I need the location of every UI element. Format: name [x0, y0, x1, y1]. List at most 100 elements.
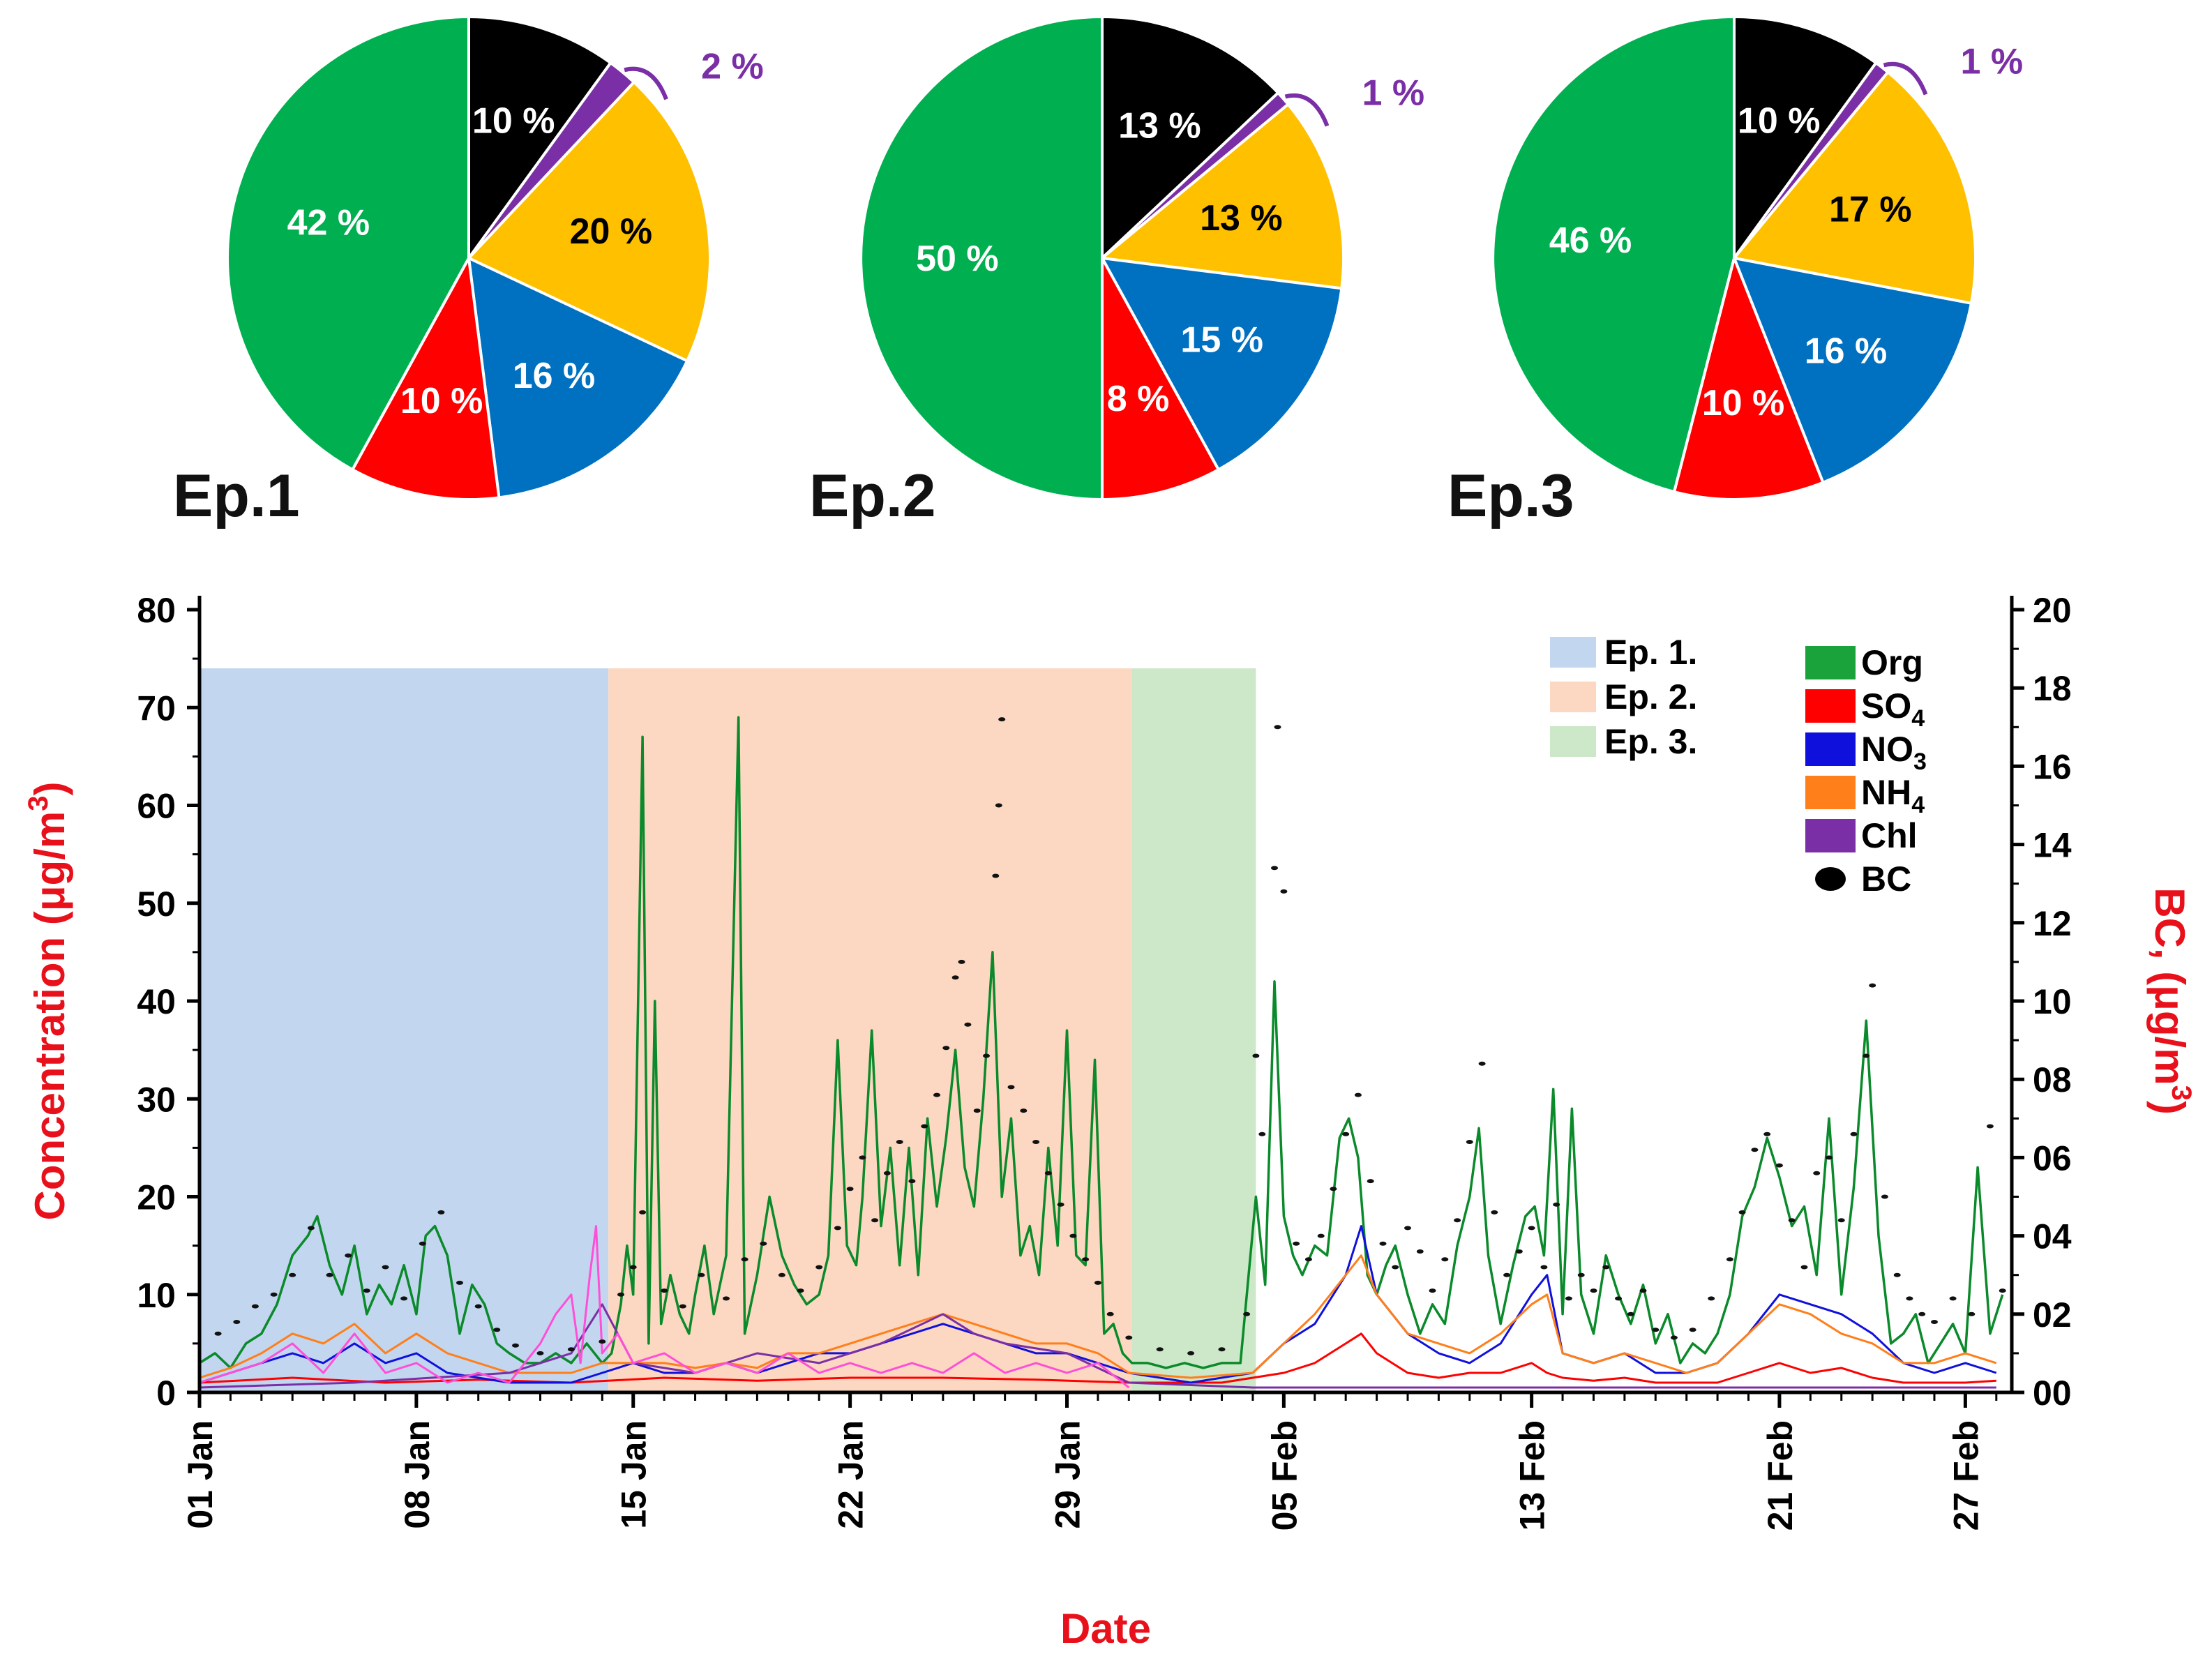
bc-point	[1540, 1265, 1548, 1270]
bc-point	[1032, 1140, 1040, 1144]
bc-point	[1454, 1218, 1461, 1223]
legend-label-org: Org	[1861, 643, 1923, 682]
legend-swatch-ep-1	[1550, 637, 1596, 668]
legend-label-chl: Chl	[1861, 816, 1918, 855]
pie-slice-no3	[467, 255, 689, 499]
x-tick-label: 27 Feb	[1946, 1420, 1985, 1531]
series-line-pink	[199, 1225, 1130, 1389]
bc-point	[1258, 1132, 1266, 1136]
legend-marker-bc	[1815, 867, 1846, 891]
legend-label-ep-3: Ep. 3.	[1604, 722, 1697, 761]
y2-tick-label: 18	[2033, 669, 2072, 708]
y-tick-label: 60	[137, 787, 176, 826]
bc-point	[251, 1304, 259, 1309]
legend-label-text: NO	[1861, 730, 1913, 769]
bc-point	[1689, 1328, 1696, 1332]
bc-point	[1869, 983, 1876, 988]
bc-point	[859, 1155, 866, 1160]
legend-label-sub: 4	[1911, 792, 1925, 818]
legend-label-sub: 3	[1913, 749, 1927, 775]
pie-ep-1: 10 % 2 % 20 % 16 % 10 % 42 % Ep.1	[173, 15, 764, 529]
legend-label-text: Chl	[1861, 816, 1918, 855]
pie-label-so4: 10 %	[400, 381, 483, 421]
legend-swatch-no3	[1805, 732, 1856, 766]
pie-label-so4: 10 %	[1702, 383, 1785, 423]
bc-point	[233, 1320, 241, 1324]
bc-point	[1813, 1171, 1821, 1175]
legend-label-bc: BC	[1861, 859, 1911, 899]
pie-slice-org	[1491, 15, 1736, 494]
bc-point	[1893, 1272, 1901, 1277]
pie-ep-2: 13 % 1 % 13 % 15 %8 % 50 % Ep.2	[809, 15, 1424, 529]
bc-point	[1788, 1218, 1796, 1223]
bc-point	[1330, 1187, 1337, 1191]
bc-point	[1304, 1257, 1312, 1262]
x-tick-label: 21 Feb	[1761, 1420, 1800, 1531]
bc-point	[958, 959, 965, 964]
series-line-nh4	[199, 1254, 1997, 1379]
x-tick-label: 01 Jan	[181, 1420, 220, 1529]
bc-point	[1252, 1053, 1260, 1058]
bc-point	[307, 1226, 315, 1231]
pie-label-nh4: 17 %	[1829, 190, 1912, 230]
bc-point	[1553, 1202, 1560, 1207]
legend-swatch-ep-3	[1550, 726, 1596, 757]
bc-point	[883, 1171, 891, 1175]
bc-point	[1726, 1257, 1733, 1262]
bc-point	[1243, 1311, 1251, 1316]
bc-point	[1125, 1335, 1133, 1340]
pie-label-nh4: 13 %	[1200, 198, 1283, 239]
bc-point	[1491, 1210, 1498, 1215]
bc-point	[1670, 1335, 1678, 1340]
bc-point	[921, 1124, 928, 1129]
pie-leader-line	[1284, 93, 1330, 127]
bc-point	[400, 1296, 408, 1301]
y-tick-label: 40	[137, 982, 176, 1021]
bc-point	[456, 1280, 463, 1285]
y2-tick-label: 06	[2033, 1138, 2072, 1178]
pie-slice-so4	[1101, 257, 1221, 502]
y2-tick-label: 00	[2033, 1374, 2072, 1413]
bc-point	[599, 1339, 606, 1344]
legend-swatch-so4	[1805, 689, 1856, 723]
x-tick-label: 08 Jan	[398, 1420, 437, 1529]
bc-point	[512, 1343, 519, 1348]
pie-title: Ep.2	[809, 463, 936, 529]
bc-point	[1007, 1085, 1015, 1090]
bc-point	[629, 1265, 637, 1270]
bc-point	[1271, 866, 1278, 871]
y2-tick-label: 02	[2033, 1295, 2072, 1335]
legend-swatch-nh4	[1805, 776, 1856, 809]
pie-label-org: 42 %	[287, 202, 370, 243]
bc-point	[1751, 1148, 1759, 1152]
bc-point	[270, 1292, 278, 1297]
bc-point	[1826, 1155, 1833, 1160]
pie-slice-bc	[1101, 15, 1281, 262]
y-tick-label: 30	[137, 1080, 176, 1119]
bc-point	[1392, 1265, 1399, 1270]
bc-point	[998, 717, 1006, 722]
bc-point	[1863, 1053, 1870, 1058]
y-tick-label: 10	[137, 1276, 176, 1315]
bc-point	[1429, 1288, 1436, 1293]
bc-point	[1850, 1132, 1858, 1136]
pie-label-bc: 10 %	[1738, 101, 1821, 142]
bc-point	[1615, 1296, 1622, 1301]
pie-slice-nh4	[466, 80, 712, 363]
bc-point	[1416, 1249, 1424, 1254]
pie-slice-so4	[1672, 253, 1825, 501]
y-axis-title-close: )	[27, 782, 73, 796]
bc-point	[1881, 1194, 1888, 1199]
bc-point	[933, 1092, 940, 1097]
bc-point	[846, 1187, 854, 1191]
legend-label-text: SO	[1861, 686, 1911, 725]
legend-label-ep-2: Ep. 2.	[1604, 677, 1697, 716]
bc-point	[326, 1272, 333, 1277]
bc-point	[1577, 1272, 1585, 1277]
pie-label-no3: 16 %	[1805, 331, 1888, 371]
bc-point	[1404, 1226, 1411, 1231]
bc-point	[1478, 1061, 1486, 1066]
bc-point	[345, 1253, 352, 1258]
bc-point	[382, 1265, 389, 1270]
legend-label-text: BC	[1861, 859, 1911, 899]
